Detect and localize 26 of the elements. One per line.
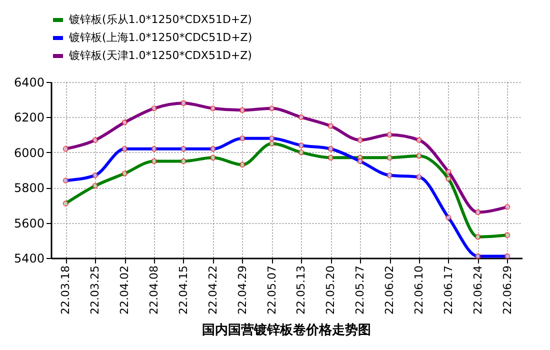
legend-label: 镀锌板(上海1.0*1250*CDC51D+Z) [68, 31, 252, 44]
x-tick-label: 22.05.27 [354, 266, 367, 314]
x-tick-label: 22.06.24 [471, 266, 484, 314]
x-tick-label: 22.05.13 [294, 266, 308, 314]
y-tick-label: 5800 [14, 181, 44, 196]
x-tick-label: 22.04.22 [206, 266, 220, 314]
x-tick-label: 22.06.17 [442, 266, 455, 314]
legend-label: 镀锌板(天津1.0*1250*CDX51D+Z) [68, 49, 252, 62]
x-tick-label: 22.04.15 [176, 266, 190, 314]
x-tick-label: 22.04.08 [148, 266, 161, 314]
y-tick-label: 6200 [14, 110, 44, 125]
x-tick-label: 22.06.29 [500, 266, 514, 314]
text: 国内国营镀锌板卷价格走势图 [202, 322, 371, 338]
y-tick-label: 6000 [14, 146, 44, 160]
x-tick-label: 22.04.02 [118, 266, 132, 314]
x-tick-label: 22.05.20 [324, 266, 338, 314]
x-tick-label: 22.06.02 [383, 266, 396, 314]
y-tick-label: 5400 [14, 252, 44, 266]
x-tick-label: 22.06.10 [412, 266, 426, 314]
y-tick-label: 5600 [14, 216, 44, 230]
x-tick-label: 22.03.25 [88, 266, 102, 314]
x-tick-label: 22.05.07 [265, 266, 278, 314]
x-tick-label: 22.03.18 [59, 266, 72, 314]
legend-label: 镀锌板(乐从1.0*1250*CDX51D+Z) [68, 13, 252, 26]
y-tick-label: 6400 [14, 76, 44, 90]
x-tick-label: 22.04.29 [236, 266, 249, 314]
